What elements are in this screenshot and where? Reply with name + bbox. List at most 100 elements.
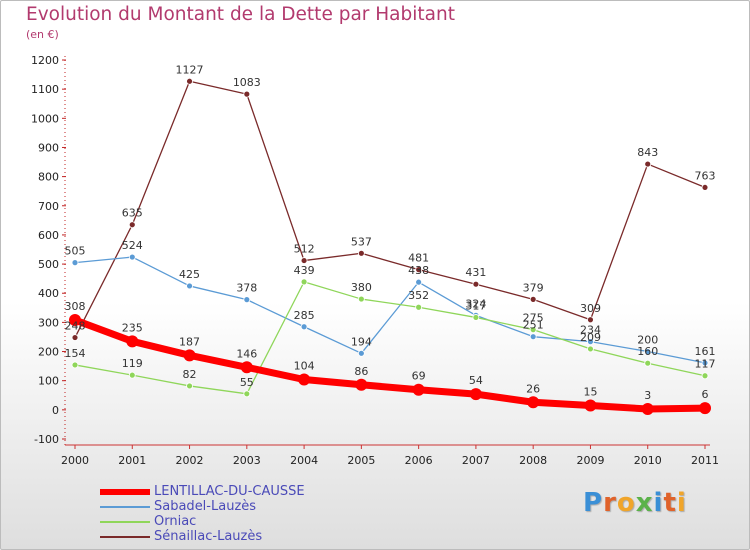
y-tick-label: 500 bbox=[38, 258, 59, 271]
series-line-3 bbox=[74, 80, 706, 339]
chart-axes: -100 0 100 200 300 400 500 600 700 800 900 1000 1100… bbox=[31, 54, 719, 467]
data-label-1: 200 bbox=[637, 334, 658, 347]
data-label-0: 146 bbox=[236, 347, 257, 360]
data-label-1: 378 bbox=[236, 282, 257, 295]
series-point-2 bbox=[243, 390, 251, 398]
legend-item: Sabadel-Lauzès bbox=[100, 499, 360, 515]
series-point-0 bbox=[584, 399, 597, 412]
data-label-3: 537 bbox=[351, 235, 372, 248]
data-label-1: 161 bbox=[695, 345, 716, 358]
y-tick-label: 300 bbox=[38, 316, 59, 329]
data-label-3: 1083 bbox=[233, 76, 261, 89]
data-label-2: 117 bbox=[695, 358, 716, 371]
series-point-3 bbox=[587, 316, 594, 324]
series-point-0 bbox=[183, 349, 196, 362]
data-label-1: 234 bbox=[580, 324, 601, 337]
data-label-0: 187 bbox=[179, 335, 200, 348]
data-label-3: 512 bbox=[294, 243, 315, 256]
series-point-3 bbox=[71, 334, 79, 341]
y-tick-label: 900 bbox=[38, 141, 59, 154]
series-point-3 bbox=[243, 90, 251, 98]
y-tick-label: 200 bbox=[38, 346, 59, 359]
chart-unit: (en €) bbox=[26, 28, 59, 41]
series-point-0 bbox=[641, 402, 654, 415]
data-label-2: 439 bbox=[294, 264, 315, 277]
y-tick-label: 800 bbox=[38, 171, 59, 184]
series-point-3 bbox=[128, 221, 136, 229]
y-tick-label: 1000 bbox=[31, 112, 59, 125]
legend-label: Sénaillac-Lauzès bbox=[154, 529, 263, 544]
legend-swatch bbox=[100, 521, 150, 523]
x-tick-label: 2007 bbox=[462, 454, 490, 467]
y-tick-label: 0 bbox=[52, 404, 59, 417]
data-label-3: 309 bbox=[580, 302, 601, 315]
series-point-0 bbox=[240, 361, 253, 374]
data-label-2: 154 bbox=[65, 347, 86, 360]
x-tick-label: 2010 bbox=[634, 454, 662, 467]
data-label-0: 26 bbox=[526, 382, 540, 395]
series-point-3 bbox=[701, 184, 709, 191]
data-label-0: 86 bbox=[354, 365, 368, 378]
data-label-3: 843 bbox=[637, 146, 658, 159]
series-point-3 bbox=[529, 295, 537, 303]
data-label-3: 379 bbox=[523, 281, 544, 294]
series-point-1 bbox=[243, 296, 251, 304]
data-label-2: 160 bbox=[637, 345, 658, 358]
series-point-1 bbox=[529, 333, 537, 341]
series-point-0 bbox=[355, 378, 368, 391]
series-line-0 bbox=[71, 316, 709, 413]
series-point-3 bbox=[357, 249, 365, 257]
data-label-1: 324 bbox=[465, 297, 486, 310]
legend-item: LENTILLAC-DU-CAUSSE bbox=[100, 484, 360, 500]
series-point-2 bbox=[701, 372, 709, 380]
series-point-1 bbox=[357, 349, 365, 357]
series-point-1 bbox=[300, 323, 308, 331]
logo-letter: P bbox=[583, 488, 604, 518]
legend-label: Sabadel-Lauzès bbox=[154, 499, 257, 514]
legend-label: Orniac bbox=[154, 514, 197, 529]
series-point-0 bbox=[527, 396, 540, 409]
data-label-2: 82 bbox=[183, 368, 197, 381]
data-label-3: 431 bbox=[465, 266, 486, 279]
series-point-0 bbox=[298, 373, 311, 386]
data-label-0: 308 bbox=[65, 300, 86, 313]
data-label-2: 209 bbox=[580, 331, 601, 344]
series-point-0 bbox=[412, 383, 425, 396]
series-point-2 bbox=[186, 382, 193, 390]
series-point-1 bbox=[71, 259, 79, 267]
x-tick-label: 2009 bbox=[576, 454, 604, 467]
x-tick-label: 2004 bbox=[290, 454, 318, 467]
series-point-3 bbox=[415, 266, 423, 274]
series-point-3 bbox=[472, 280, 480, 288]
data-label-1: 285 bbox=[294, 309, 315, 322]
y-tick-label: 700 bbox=[38, 200, 59, 213]
y-tick-label: 100 bbox=[38, 375, 59, 388]
series-point-0 bbox=[699, 402, 711, 415]
series-point-0 bbox=[69, 314, 81, 327]
series-point-1 bbox=[587, 338, 594, 346]
series-point-2 bbox=[357, 295, 365, 303]
logo-letter: t bbox=[663, 488, 677, 518]
x-tick-label: 2006 bbox=[405, 454, 433, 467]
series-point-2 bbox=[415, 303, 423, 311]
series-layer bbox=[69, 77, 711, 415]
data-label-2: 380 bbox=[351, 281, 372, 294]
series-line-1 bbox=[74, 256, 706, 364]
y-tick-label: 400 bbox=[38, 287, 59, 300]
series-point-2 bbox=[644, 359, 652, 367]
x-tick-label: 2011 bbox=[691, 454, 719, 467]
data-label-0: 69 bbox=[412, 370, 426, 383]
logo-letter: o bbox=[616, 488, 636, 518]
legend-swatch bbox=[100, 506, 150, 508]
data-label-0: 54 bbox=[469, 374, 483, 387]
x-tick-label: 2003 bbox=[233, 454, 261, 467]
data-label-2: 55 bbox=[240, 376, 254, 389]
series-point-2 bbox=[587, 345, 594, 353]
data-label-2: 352 bbox=[408, 289, 429, 302]
series-point-1 bbox=[644, 348, 652, 355]
data-label-3: 248 bbox=[65, 320, 86, 333]
x-tick-label: 2001 bbox=[118, 454, 146, 467]
y-tick-label: -100 bbox=[34, 433, 59, 446]
data-label-0: 104 bbox=[294, 360, 315, 373]
data-label-0: 235 bbox=[122, 321, 143, 334]
